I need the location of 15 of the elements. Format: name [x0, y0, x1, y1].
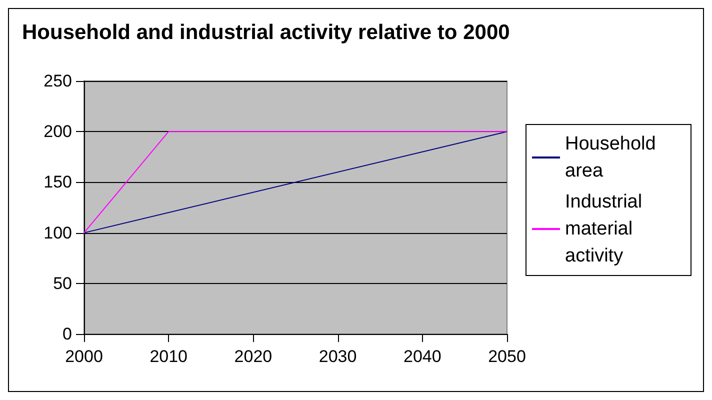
y-tick-label: 100	[44, 223, 72, 242]
x-tick-label: 2010	[150, 347, 188, 366]
y-tick-label: 0	[62, 324, 72, 344]
legend-label: Household area	[565, 134, 662, 182]
x-tick-label: 2000	[65, 347, 103, 366]
x-tick-label: 2040	[403, 347, 442, 366]
y-tick-label: 150	[44, 172, 72, 192]
x-tick-label: 2050	[488, 347, 526, 366]
chart-title: Household and industrial activity relative to 2000	[22, 21, 510, 44]
x-tick-label: 2020	[234, 347, 272, 366]
y-tick-label: 50	[53, 274, 72, 293]
y-tick-label: 250	[44, 72, 72, 90]
x-tick-label: 2030	[318, 347, 357, 366]
legend-label: Industrial material activity	[565, 192, 648, 266]
y-tick-label: 200	[44, 122, 72, 142]
